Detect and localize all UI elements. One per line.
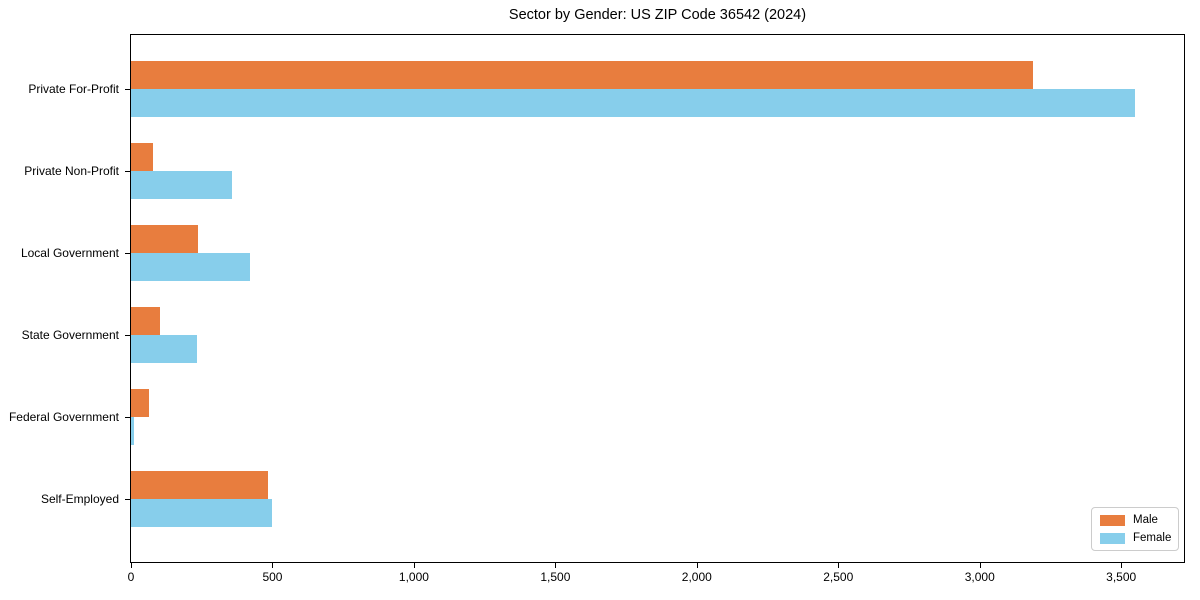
bar-female-0	[131, 89, 1136, 117]
x-tick-label: 2,500	[823, 570, 854, 584]
bar-male-4	[131, 389, 149, 417]
bar-female-3	[131, 335, 198, 363]
x-tick-label: 500	[262, 570, 283, 584]
y-axis-label: Local Government	[20, 246, 119, 260]
x-tick-label: 0	[127, 570, 135, 584]
y-axis-label: Federal Government	[8, 410, 119, 424]
y-tick-mark	[125, 171, 130, 172]
legend: Male Female	[1091, 507, 1179, 551]
legend-entry-male: Male	[1100, 514, 1170, 526]
bar-male-2	[131, 225, 199, 253]
legend-label-female: Female	[1133, 532, 1172, 544]
bar-female-5	[131, 499, 272, 527]
x-tick-mark	[1121, 563, 1123, 568]
x-tick-label: 3,000	[964, 570, 995, 584]
y-tick-mark	[125, 499, 130, 500]
bar-male-5	[131, 471, 269, 499]
bar-male-1	[131, 143, 153, 171]
bar-male-3	[131, 307, 161, 335]
x-tick-label: 2,000	[681, 570, 712, 584]
y-axis-label: State Government	[21, 328, 119, 342]
legend-label-male: Male	[1133, 514, 1158, 526]
bar-female-1	[131, 171, 233, 199]
plot-area	[130, 34, 1185, 563]
male-series-swatch	[1100, 514, 1125, 526]
x-tick-label: 3,500	[1106, 570, 1137, 584]
y-tick-mark	[125, 335, 130, 336]
y-axis-label: Private Non-Profit	[24, 164, 119, 178]
x-tick-label: 1,500	[540, 570, 571, 584]
x-tick-mark	[696, 563, 698, 568]
female-series-swatch	[1100, 532, 1125, 544]
y-axis-label: Private For-Profit	[28, 82, 119, 96]
y-tick-mark	[125, 253, 130, 254]
y-tick-mark	[125, 417, 130, 418]
bar-female-4	[131, 417, 135, 445]
x-tick-mark	[272, 563, 274, 568]
chart-title: Sector by Gender: US ZIP Code 36542 (202…	[508, 7, 807, 23]
x-tick-label: 1,000	[398, 570, 429, 584]
x-tick-mark	[979, 563, 981, 568]
legend-entry-female: Female	[1100, 532, 1172, 544]
bar-male-0	[131, 61, 1034, 89]
y-tick-mark	[125, 89, 130, 90]
x-tick-mark	[131, 563, 132, 568]
x-tick-mark	[838, 563, 840, 568]
y-axis-label: Self-Employed	[40, 492, 119, 506]
bar-female-2	[131, 253, 251, 281]
x-tick-mark	[413, 563, 415, 568]
x-tick-mark	[555, 563, 557, 568]
